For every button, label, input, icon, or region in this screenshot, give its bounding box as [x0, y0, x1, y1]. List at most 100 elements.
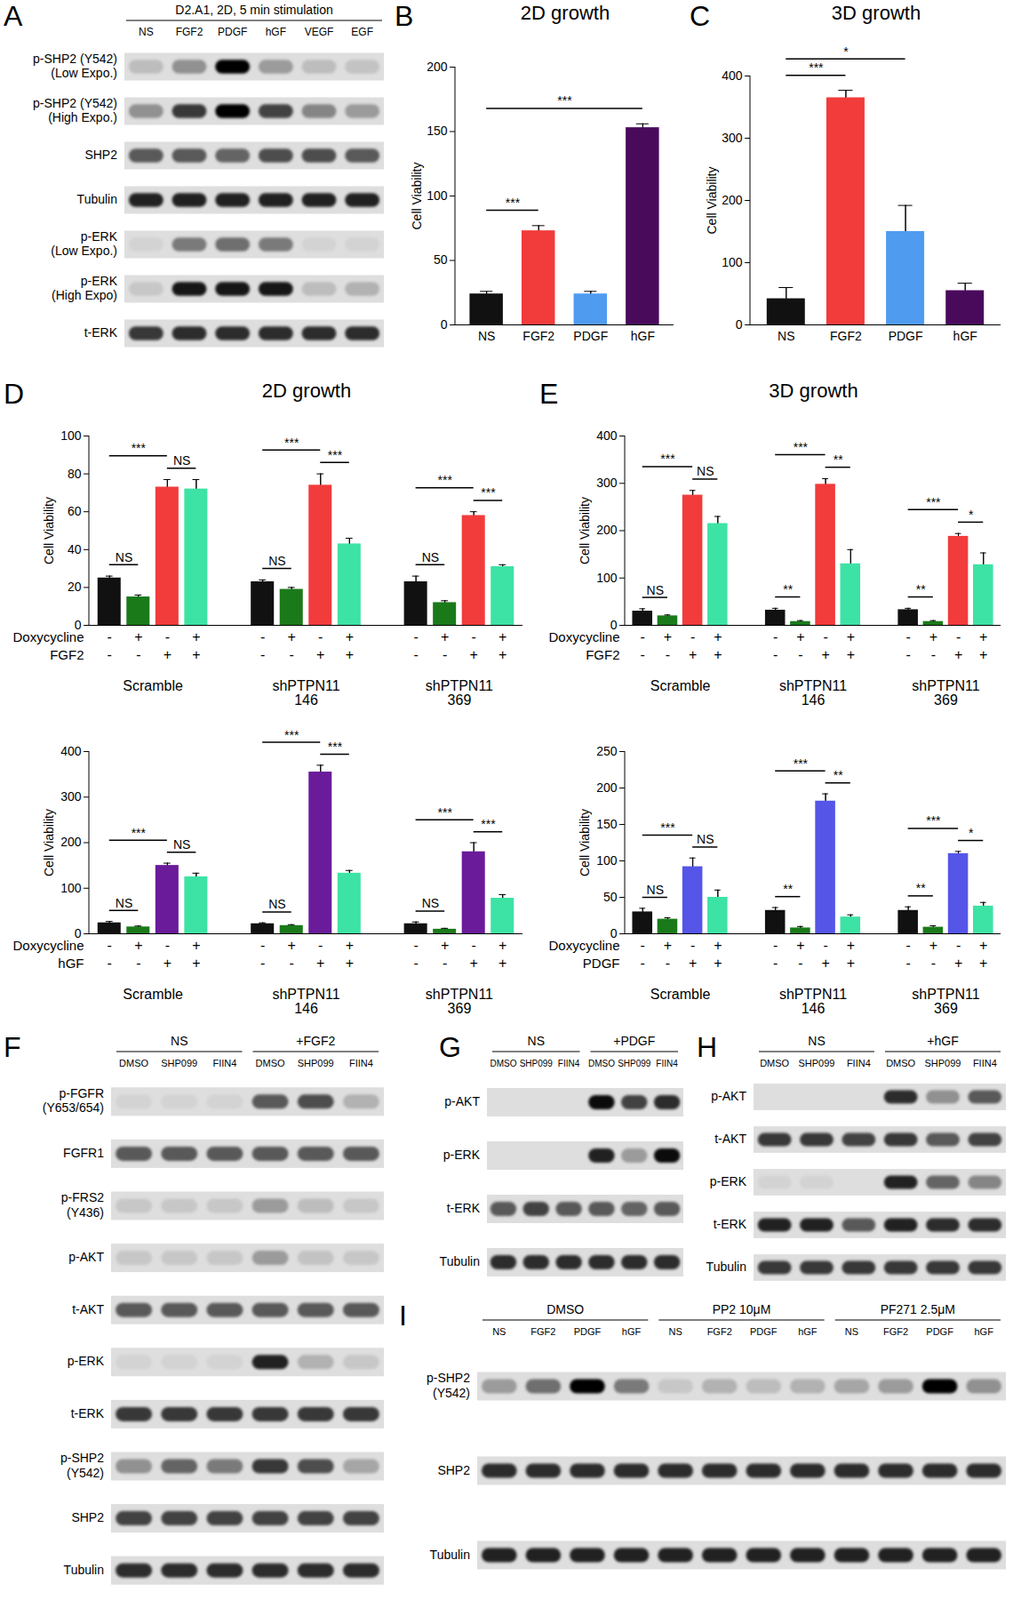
svg-text:+: +	[134, 937, 143, 953]
svg-text:20: 20	[67, 579, 82, 594]
svg-text:***: ***	[925, 813, 942, 828]
svg-text:hGF: hGF	[57, 955, 84, 971]
svg-text:SHP099: SHP099	[617, 1058, 652, 1069]
svg-text:-: -	[822, 629, 828, 645]
svg-text:*: *	[968, 825, 974, 840]
svg-text:-: -	[289, 646, 295, 663]
svg-text:-: -	[665, 955, 671, 971]
svg-text:***: ***	[793, 439, 809, 455]
svg-text:100: 100	[60, 428, 82, 443]
svg-text:250: 250	[596, 743, 618, 758]
svg-text:shPTPN11369: shPTPN11369	[425, 677, 494, 708]
svg-text:PDGF: PDGF	[217, 25, 248, 39]
svg-text:-: -	[135, 646, 141, 663]
svg-text:-: -	[318, 937, 323, 953]
svg-text:t-ERK: t-ERK	[71, 1405, 105, 1420]
svg-text:-: -	[640, 955, 646, 971]
svg-text:SHP099: SHP099	[925, 1057, 962, 1069]
svg-text:-: -	[690, 937, 695, 953]
svg-text:+: +	[713, 629, 722, 645]
svg-text:SHP2: SHP2	[84, 147, 118, 162]
svg-text:-: -	[905, 629, 910, 645]
svg-text:DMSO: DMSO	[119, 1057, 149, 1069]
svg-text:400: 400	[721, 68, 743, 83]
svg-text:hGF: hGF	[622, 1325, 642, 1337]
svg-text:60: 60	[67, 503, 82, 519]
svg-text:-: -	[471, 629, 477, 645]
svg-text:NS: NS	[173, 837, 191, 852]
svg-text:***: ***	[660, 820, 676, 835]
svg-text:100: 100	[60, 880, 82, 895]
svg-text:DMSO: DMSO	[546, 1301, 584, 1317]
svg-text:-: -	[107, 937, 112, 953]
svg-text:NS: NS	[777, 328, 795, 343]
svg-text:-: -	[797, 646, 803, 663]
svg-text:hGF: hGF	[630, 328, 655, 343]
svg-text:shPTPN11146: shPTPN11146	[271, 677, 340, 708]
svg-text:+: +	[498, 629, 507, 645]
svg-text:-: -	[931, 955, 936, 971]
svg-text:+: +	[163, 955, 172, 971]
svg-text:-: -	[905, 646, 910, 663]
svg-text:***: ***	[131, 825, 147, 840]
svg-text:t-ERK: t-ERK	[84, 325, 119, 340]
svg-text:+: +	[316, 646, 325, 663]
svg-text:Doxycycline: Doxycycline	[548, 629, 620, 645]
svg-text:-: -	[107, 646, 112, 663]
svg-text:NS: NS	[696, 831, 714, 846]
svg-text:-: -	[905, 955, 910, 971]
svg-text:+: +	[287, 937, 296, 953]
svg-text:+: +	[954, 646, 963, 663]
svg-text:50: 50	[603, 889, 618, 904]
svg-text:-: -	[135, 955, 141, 971]
svg-text:NS: NS	[646, 582, 664, 598]
svg-text:+: +	[287, 629, 296, 645]
svg-text:NS: NS	[422, 895, 439, 910]
svg-text:**: **	[833, 452, 844, 467]
svg-text:p-AKT: p-AKT	[710, 1088, 747, 1103]
svg-text:shPTPN11146: shPTPN11146	[271, 986, 340, 1016]
svg-text:-: -	[640, 646, 646, 663]
svg-text:***: ***	[925, 494, 942, 510]
svg-text:PDGF: PDGF	[888, 328, 924, 343]
svg-text:FIIN4: FIIN4	[212, 1057, 237, 1069]
svg-text:t-ERK: t-ERK	[713, 1216, 748, 1231]
svg-text:+: +	[796, 629, 805, 645]
svg-text:100: 100	[426, 188, 448, 203]
svg-text:FGF2: FGF2	[175, 25, 204, 39]
svg-text:100: 100	[596, 853, 618, 868]
svg-text:-: -	[165, 629, 170, 645]
svg-text:PDGF: PDGF	[582, 955, 621, 971]
svg-text:PDGF: PDGF	[574, 1325, 602, 1337]
svg-text:50: 50	[433, 252, 448, 267]
svg-text:DMSO: DMSO	[588, 1058, 615, 1069]
svg-text:*: *	[968, 507, 974, 522]
svg-text:+: +	[688, 646, 697, 663]
svg-text:-: -	[260, 646, 265, 663]
svg-text:NS: NS	[422, 550, 439, 565]
svg-text:100: 100	[596, 570, 618, 585]
svg-text:shPTPN11146: shPTPN11146	[779, 677, 847, 708]
svg-text:**: **	[782, 881, 793, 896]
svg-text:+: +	[846, 955, 855, 971]
svg-text:NS: NS	[478, 328, 495, 343]
svg-text:+: +	[713, 646, 722, 663]
svg-text:+: +	[846, 646, 855, 663]
svg-text:p-AKT: p-AKT	[68, 1249, 104, 1264]
svg-text:p-ERK(Low Expo.): p-ERK(Low Expo.)	[50, 229, 118, 258]
svg-text:NS: NS	[646, 882, 664, 897]
svg-text:FGF2: FGF2	[585, 646, 620, 663]
svg-text:+: +	[979, 646, 988, 663]
svg-text:EGF: EGF	[350, 25, 374, 39]
svg-text:NS: NS	[527, 1033, 545, 1048]
svg-text:shPTPN11369: shPTPN11369	[911, 986, 980, 1016]
svg-text:**: **	[833, 767, 844, 782]
svg-text:DMSO: DMSO	[759, 1057, 790, 1069]
svg-text:t-AKT: t-AKT	[71, 1300, 104, 1316]
svg-text:-: -	[956, 937, 961, 953]
svg-text:Cell Viability: Cell Viability	[577, 496, 592, 565]
svg-text:*: *	[843, 44, 849, 59]
svg-text:+: +	[663, 629, 672, 645]
svg-text:100: 100	[721, 255, 743, 270]
svg-text:FGF2: FGF2	[883, 1325, 909, 1337]
